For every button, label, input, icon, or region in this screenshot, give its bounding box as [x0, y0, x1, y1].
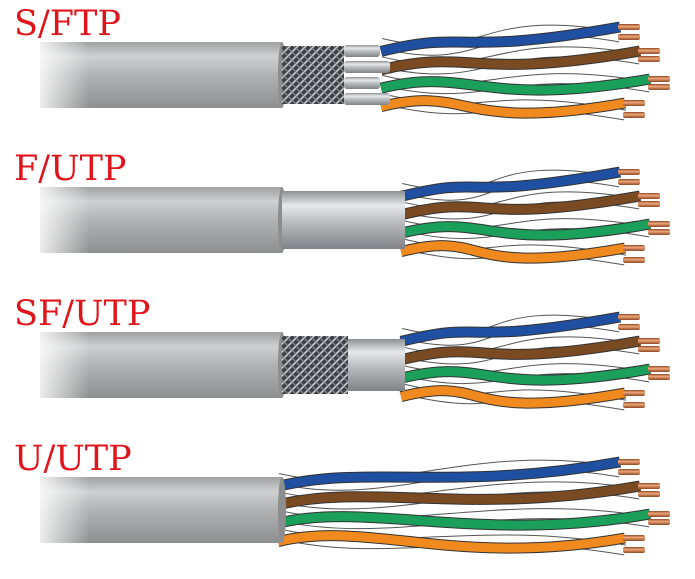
jacket-fade — [30, 475, 90, 545]
copper-conductor — [648, 76, 670, 82]
wire-blue — [276, 457, 621, 491]
cable-futp-illustration — [30, 166, 670, 266]
copper-conductor — [618, 24, 640, 30]
cable-sfutp-illustration — [30, 311, 670, 411]
copper-conductor — [648, 374, 670, 380]
wire-green — [276, 509, 651, 530]
wire-brown — [379, 46, 641, 75]
pair-foil-shield — [344, 45, 380, 57]
pair-foil-shield — [344, 61, 390, 73]
jacket-edge — [278, 477, 286, 543]
copper-conductor — [623, 257, 645, 263]
wire-orange — [399, 241, 626, 263]
foil-shield — [348, 339, 405, 391]
copper-conductor — [648, 366, 670, 372]
twisted-pairs — [399, 311, 670, 411]
copper-conductor — [623, 390, 645, 396]
cable-sftp-illustration — [30, 21, 670, 121]
copper-conductor — [638, 56, 660, 62]
copper-conductor — [623, 100, 645, 106]
copper-conductor — [618, 469, 640, 475]
copper-conductor — [618, 169, 640, 175]
braid-shield — [282, 46, 344, 104]
wire-blue — [399, 167, 621, 201]
copper-conductor — [638, 346, 660, 352]
foil-shield — [282, 191, 405, 249]
wire-orange — [276, 531, 626, 553]
cable-sfutp: SF/UTP — [0, 290, 695, 434]
copper-conductor — [648, 511, 670, 517]
copper-conductor — [623, 535, 645, 541]
copper-conductor — [618, 179, 640, 185]
copper-conductor — [623, 402, 645, 408]
copper-conductor — [618, 314, 640, 320]
copper-conductor — [618, 459, 640, 465]
copper-conductor — [638, 491, 660, 497]
copper-conductor — [648, 221, 670, 227]
jacket-fade — [30, 40, 90, 110]
copper-conductor — [618, 34, 640, 40]
copper-conductor — [623, 112, 645, 118]
copper-conductor — [648, 84, 670, 90]
pair-foil-shield — [344, 93, 390, 105]
copper-conductor — [638, 201, 660, 207]
jacket-fade — [30, 330, 90, 400]
cable-sfutp-label: SF/UTP — [14, 294, 151, 334]
copper-conductor — [638, 48, 660, 54]
wire-green — [399, 219, 651, 240]
copper-conductor — [618, 324, 640, 330]
wire-orange — [379, 96, 626, 118]
wire-orange — [399, 386, 626, 408]
copper-conductor — [648, 229, 670, 235]
wire-blue — [399, 312, 621, 346]
cable-uutp-label: U/UTP — [14, 439, 132, 479]
wire-green — [379, 74, 651, 95]
copper-conductor — [638, 338, 660, 344]
wire-brown — [276, 481, 641, 510]
pair-foil-shield — [344, 77, 380, 89]
copper-conductor — [638, 193, 660, 199]
wire-brown — [399, 336, 641, 365]
cable-uutp: U/UTP — [0, 435, 695, 579]
wire-brown — [399, 191, 641, 220]
cable-uutp-illustration — [30, 456, 670, 556]
wire-green — [399, 364, 651, 385]
twisted-pairs — [276, 456, 670, 556]
cable-sftp: S/FTP — [0, 0, 695, 144]
copper-conductor — [648, 519, 670, 525]
copper-conductor — [623, 245, 645, 251]
copper-conductor — [638, 483, 660, 489]
cable-sftp-label: S/FTP — [14, 4, 121, 44]
cable-futp-label: F/UTP — [14, 149, 127, 189]
copper-conductor — [623, 547, 645, 553]
twisted-pairs — [379, 21, 670, 121]
jacket-fade — [30, 185, 90, 255]
braid-shield — [282, 336, 348, 394]
cable-futp: F/UTP — [0, 145, 695, 289]
wire-blue — [379, 22, 621, 56]
twisted-pairs — [399, 166, 670, 266]
